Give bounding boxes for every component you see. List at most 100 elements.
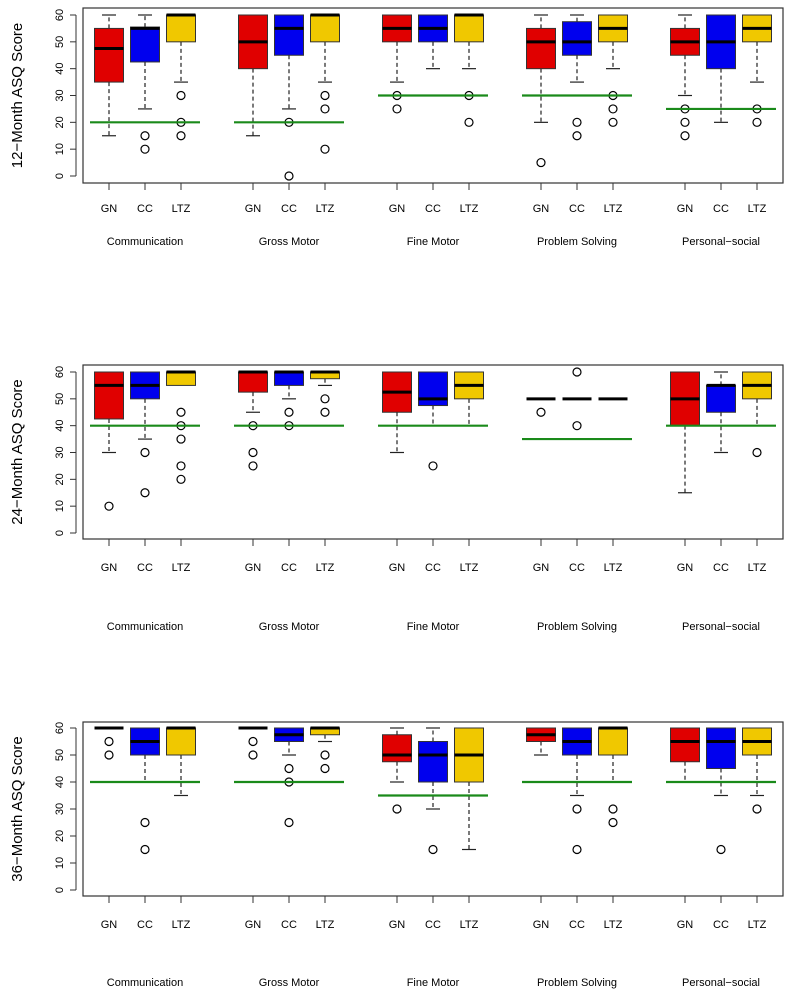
box-cc-1: [274, 370, 304, 431]
box-ltz-2: [454, 13, 484, 127]
box-iqr: [166, 371, 196, 386]
box-iqr: [454, 14, 484, 43]
outlier-point: [320, 407, 330, 417]
y-tick-label: 20: [54, 830, 66, 842]
y-axis-label: 36−Month ASQ Score: [9, 736, 26, 882]
outlier-point: [140, 131, 150, 141]
box-gn-3: [526, 727, 556, 756]
y-tick-label: 0: [54, 887, 66, 893]
box-iqr: [382, 734, 412, 763]
x-tick-label: GN: [245, 919, 262, 931]
box-iqr: [94, 27, 124, 83]
box-ltz-0: [166, 370, 196, 484]
outlier-point: [248, 447, 258, 458]
box-ltz-4: [742, 14, 772, 127]
outlier-point: [176, 461, 186, 471]
box-iqr: [526, 27, 556, 70]
box-cc-3: [562, 727, 592, 855]
box-iqr: [706, 727, 736, 769]
group-label: Personal−social: [682, 621, 760, 633]
box-ltz-0: [166, 726, 196, 797]
x-tick-label: CC: [569, 919, 585, 931]
y-tick-label: 40: [54, 776, 66, 788]
x-tick-label: LTZ: [460, 203, 479, 215]
box-cc-0: [130, 727, 160, 855]
box-cc-1: [274, 727, 304, 828]
outlier-point: [248, 750, 258, 760]
box-ltz-0: [166, 13, 196, 141]
box-iqr: [310, 14, 340, 43]
box-ltz-1: [310, 370, 340, 417]
x-tick-label: GN: [533, 919, 550, 931]
box-cc-4: [706, 14, 736, 123]
outlier-point: [140, 844, 150, 855]
x-tick-label: CC: [281, 919, 297, 931]
group-label: Problem Solving: [537, 621, 617, 633]
x-tick-label: LTZ: [604, 919, 623, 931]
outlier-point: [140, 817, 150, 828]
x-tick-label: CC: [569, 562, 585, 574]
x-tick-label: GN: [389, 919, 406, 931]
box-iqr: [418, 371, 448, 407]
box-iqr: [238, 371, 268, 393]
box-ltz-3: [598, 726, 628, 828]
y-tick-label: 30: [54, 803, 66, 815]
outlier-point: [572, 844, 582, 855]
x-tick-label: GN: [389, 562, 406, 574]
x-tick-label: LTZ: [604, 562, 623, 574]
outlier-point: [392, 104, 402, 114]
outlier-point: [104, 750, 114, 760]
x-tick-label: LTZ: [748, 203, 767, 215]
outlier-point: [536, 407, 546, 417]
group-label: Gross Motor: [259, 977, 320, 989]
x-tick-label: LTZ: [748, 562, 767, 574]
group-label: Communication: [107, 236, 183, 248]
outlier-point: [428, 461, 438, 471]
x-tick-label: LTZ: [316, 919, 335, 931]
x-tick-label: CC: [425, 203, 441, 215]
group-label: Communication: [107, 977, 183, 989]
outlier-point: [572, 421, 582, 431]
x-tick-label: CC: [281, 562, 297, 574]
box-iqr: [166, 727, 196, 756]
box-ltz-4: [742, 727, 772, 814]
box-gn-4: [670, 727, 700, 783]
outlier-point: [284, 763, 294, 774]
x-tick-label: LTZ: [172, 562, 191, 574]
box-iqr: [706, 384, 736, 413]
y-axis-label: 12−Month ASQ Score: [9, 23, 26, 169]
outlier-point: [716, 844, 726, 855]
x-tick-label: LTZ: [316, 203, 335, 215]
outlier-point: [248, 736, 258, 747]
outlier-point: [680, 117, 690, 127]
x-tick-label: LTZ: [604, 203, 623, 215]
box-cc-2: [418, 14, 448, 70]
group-label: Gross Motor: [259, 236, 320, 248]
x-tick-label: CC: [137, 562, 153, 574]
x-tick-label: GN: [533, 562, 550, 574]
outlier-point: [572, 804, 582, 814]
y-tick-label: 50: [54, 36, 66, 48]
outlier-point: [248, 461, 258, 471]
outlier-point: [320, 763, 330, 774]
x-tick-label: GN: [101, 203, 118, 215]
outlier-point: [608, 817, 618, 828]
x-tick-label: GN: [101, 562, 118, 574]
y-tick-label: 20: [54, 116, 66, 128]
y-tick-label: 0: [54, 530, 66, 536]
outlier-point: [104, 736, 114, 747]
x-tick-label: GN: [245, 203, 262, 215]
y-tick-label: 60: [54, 366, 66, 378]
box-cc-2: [418, 727, 448, 855]
outlier-point: [608, 104, 618, 114]
group-label: Gross Motor: [259, 621, 320, 633]
x-tick-label: CC: [137, 203, 153, 215]
x-tick-label: LTZ: [316, 562, 335, 574]
y-tick-label: 40: [54, 420, 66, 432]
box-ltz-1: [310, 726, 340, 774]
y-axis-label: 24−Month ASQ Score: [9, 379, 26, 525]
outlier-point: [284, 817, 294, 828]
group-label: Fine Motor: [407, 236, 460, 248]
x-tick-label: LTZ: [460, 562, 479, 574]
